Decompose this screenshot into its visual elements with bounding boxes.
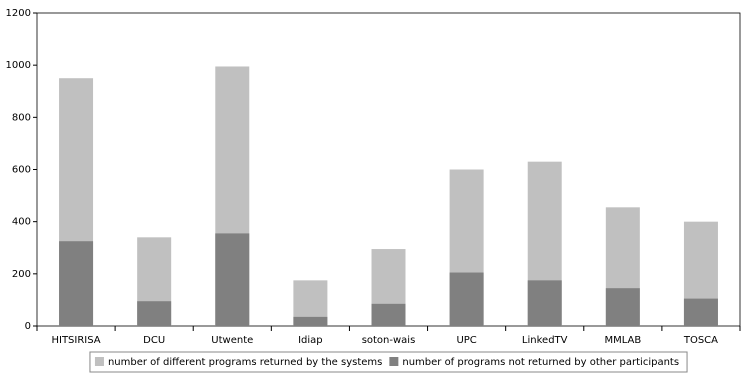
x-tick-label: Utwente xyxy=(211,335,253,346)
bar xyxy=(371,303,406,326)
x-tick-label: LinkedTV xyxy=(522,335,568,346)
legend-label: number of different programs returned by… xyxy=(108,357,382,368)
legend-swatch xyxy=(94,357,104,366)
y-tick-label: 1000 xyxy=(6,60,31,71)
legend-box xyxy=(89,351,688,373)
bar xyxy=(683,298,718,326)
y-tick-label: 400 xyxy=(12,217,31,228)
bar xyxy=(527,280,562,326)
x-tick-label: TOSCA xyxy=(683,335,718,346)
bar xyxy=(59,241,94,326)
y-tick-label: 800 xyxy=(12,112,31,123)
y-tick-label: 600 xyxy=(12,165,31,176)
legend-label: number of programs not returned by other… xyxy=(402,357,679,368)
x-tick-label: HITSIRISA xyxy=(51,335,100,346)
bar xyxy=(605,288,640,326)
x-tick-label: DCU xyxy=(143,335,165,346)
legend-swatch xyxy=(389,357,399,366)
bar xyxy=(137,301,172,326)
x-tick-label: soton-wais xyxy=(362,335,416,346)
y-tick-label: 200 xyxy=(12,269,31,280)
bar xyxy=(215,233,250,326)
y-tick-label: 0 xyxy=(25,321,31,332)
x-tick-label: MMLAB xyxy=(604,335,641,346)
x-tick-label: UPC xyxy=(456,335,476,346)
x-tick-label: Idiap xyxy=(298,335,323,346)
legend: number of different programs returned by… xyxy=(89,351,688,373)
bar xyxy=(293,316,328,326)
y-tick-label: 1200 xyxy=(6,8,31,19)
bar xyxy=(449,272,484,326)
